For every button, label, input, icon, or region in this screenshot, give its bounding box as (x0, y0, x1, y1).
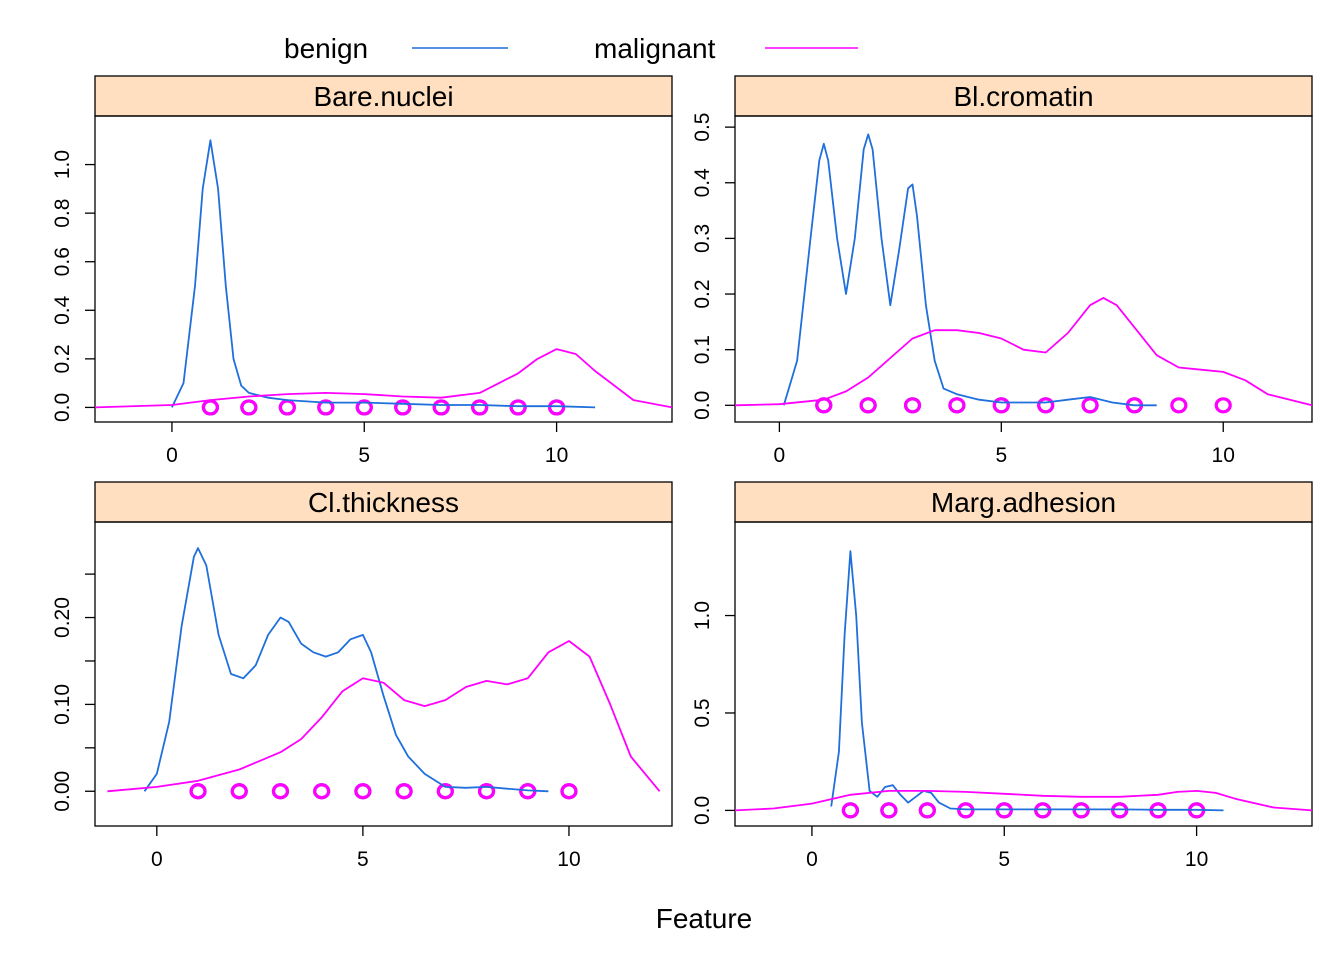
y-tick-label: 0.4 (691, 168, 714, 198)
rug-point-malignant (547, 399, 566, 416)
panel-title: Bl.cromatin (953, 81, 1093, 112)
series-line-malignant (94, 348, 673, 409)
y-tick-label: 1.0 (691, 601, 714, 630)
rug-point-malignant (230, 783, 248, 800)
x-tick-label: 0 (806, 848, 818, 871)
panel-cl-thickness: Cl.thickness 0 5 10 0.00 0.10 0.20 (51, 481, 673, 871)
legend-label-malignant: malignant (594, 33, 716, 64)
y-tick-label: 0.0 (691, 796, 714, 825)
series-line-malignant (734, 790, 1313, 812)
rug-point-malignant (354, 783, 372, 800)
y-tick-label: 0.0 (51, 393, 74, 422)
legend-label-benign: benign (284, 33, 368, 64)
x-tick-label: 5 (998, 848, 1010, 871)
rug-point-malignant (395, 783, 413, 800)
rug-point-malignant (1037, 397, 1055, 414)
panels: Bare.nuclei 0 5 10 0.0 0.2 0.4 0.6 0.8 1.0 Bl.crom… (51, 75, 1313, 871)
rug-point-malignant (432, 399, 450, 416)
y-tick-label: 0.4 (51, 295, 74, 325)
x-tick-label: 10 (1185, 848, 1208, 871)
y-tick-label: 0.5 (691, 698, 714, 727)
panel-bl-cromatin: Bl.cromatin 0 5 10 0.0 0.1 0.2 0.3 0.4 0.5 (691, 75, 1313, 467)
x-tick-label: 10 (545, 444, 568, 467)
series-line-malignant (734, 297, 1313, 407)
y-tick-label: 0.6 (51, 247, 74, 276)
y-tick-label: 0.10 (51, 684, 74, 725)
rug-point-malignant (1072, 802, 1090, 819)
series-line-benign (782, 133, 1157, 407)
rug-point-malignant (201, 399, 219, 416)
series-line-malignant (107, 640, 661, 793)
x-tick-label: 5 (357, 848, 369, 871)
rug-point-malignant (992, 397, 1010, 414)
y-tick-label: 0.20 (51, 597, 74, 638)
x-tick-label: 10 (557, 848, 580, 871)
rug-point-malignant (509, 399, 527, 416)
series-line-benign (143, 547, 549, 793)
rug-point-malignant (477, 783, 496, 800)
rug-point-malignant (355, 399, 373, 416)
rug-point-malignant (995, 802, 1013, 819)
legend: benign malignant (284, 33, 858, 64)
panel-strip (734, 75, 1313, 117)
rug-point-malignant (859, 397, 877, 414)
rug-point-malignant (841, 802, 860, 819)
rug-point-malignant (394, 399, 412, 416)
rug-point-malignant (880, 802, 898, 819)
rug-point-malignant (1081, 397, 1099, 414)
rug-point-malignant (1170, 397, 1188, 414)
y-tick-label: 0.00 (51, 771, 74, 812)
y-tick-label: 0.1 (691, 335, 714, 364)
y-tick-label: 1.0 (51, 150, 74, 179)
panel-marg-adhesion: Marg.adhesion 0 5 10 0.0 0.5 1.0 (691, 481, 1313, 871)
x-tick-label: 0 (774, 444, 786, 467)
panel-frame (94, 115, 673, 423)
y-tick-label: 0.2 (691, 279, 714, 308)
rug-point-malignant (471, 399, 489, 416)
series-line-benign (830, 550, 1224, 812)
rug-point-malignant (903, 397, 922, 414)
x-tick-label: 0 (151, 848, 163, 871)
panel-title: Bare.nuclei (313, 81, 453, 112)
rug-point-malignant (271, 783, 290, 800)
rug-point-malignant (1214, 397, 1232, 414)
panel-frame (94, 521, 673, 827)
panel-strip (734, 481, 1313, 523)
y-tick-label: 0.0 (691, 391, 714, 420)
panel-frame (734, 521, 1313, 827)
y-tick-label: 0.5 (691, 113, 714, 142)
rug-point-malignant (240, 399, 258, 416)
x-tick-label: 5 (358, 444, 370, 467)
panel-title: Cl.thickness (308, 487, 459, 518)
rug-point-malignant (189, 783, 207, 800)
series-line-benign (171, 139, 596, 409)
panel-strip (94, 481, 673, 523)
rug-point-malignant (317, 399, 335, 416)
y-tick-label: 0.2 (51, 344, 74, 373)
rug-point-malignant (278, 399, 296, 416)
panel-strip (94, 75, 673, 117)
rug-point-malignant (436, 783, 454, 800)
x-tick-label: 10 (1212, 444, 1235, 467)
rug-point-malignant (313, 783, 331, 800)
rug-point-malignant (560, 783, 578, 800)
panel-bare-nuclei: Bare.nuclei 0 5 10 0.0 0.2 0.4 0.6 0.8 1.0 (51, 75, 673, 467)
panel-title: Marg.adhesion (931, 487, 1116, 518)
y-tick-label: 0.8 (51, 199, 74, 228)
x-tick-label: 0 (166, 444, 178, 467)
rug-point-malignant (948, 397, 966, 414)
rug-point-malignant (1034, 802, 1052, 819)
panel-frame (734, 115, 1313, 423)
x-tick-label: 5 (995, 444, 1007, 467)
rug-point-malignant (957, 802, 975, 819)
x-axis-label: Feature (656, 903, 753, 934)
rug-point-malignant (1111, 802, 1129, 819)
y-tick-label: 0.3 (691, 224, 714, 253)
rug-point-malignant (918, 802, 936, 819)
